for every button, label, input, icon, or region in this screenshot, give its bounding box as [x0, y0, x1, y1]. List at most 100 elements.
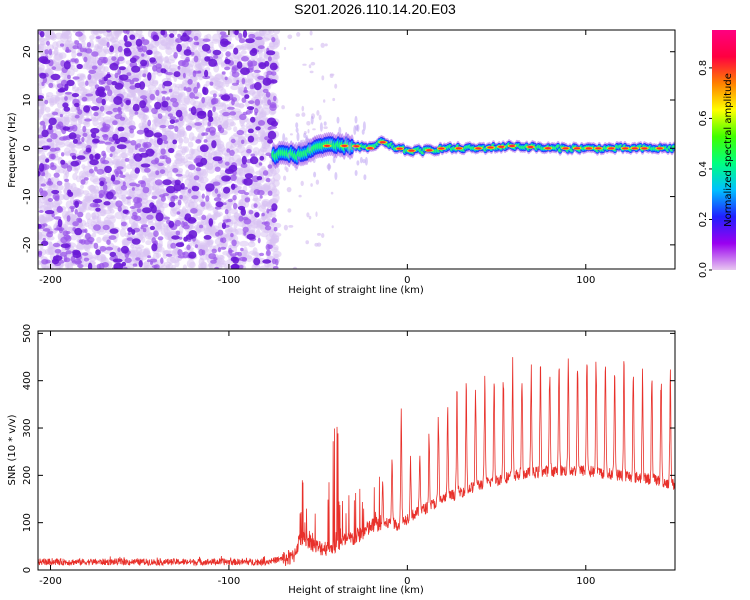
spectrogram-noise-speckle [238, 38, 246, 44]
spectrogram-noise-speckle [195, 211, 203, 216]
spectrogram-noise-speckle [71, 214, 79, 224]
spectrogram-noise-speckle [300, 180, 304, 186]
spectrogram-noise-speckle [85, 212, 92, 220]
spectrogram-noise-speckle [224, 66, 231, 71]
spectrogram-noise-speckle [193, 70, 201, 74]
spectrogram-noise-speckle [183, 221, 188, 227]
spectrogram-trace-hotspot [508, 144, 516, 148]
spectrogram-noise-speckle [267, 168, 277, 177]
spectrogram-noise-speckle [265, 91, 271, 98]
spectrogram-noise-speckle [201, 97, 205, 104]
spectrogram-noise-speckle [320, 42, 325, 48]
spectrogram-noise-speckle [245, 38, 255, 44]
spectrogram-noise-speckle [140, 59, 148, 67]
spectrogram-noise-speckle [222, 219, 229, 223]
spectrogram-noise-speckle [115, 170, 119, 178]
spectrogram-noise-speckle [46, 40, 50, 46]
spectrogram-noise-speckle [159, 118, 166, 127]
spectrogram-noise-speckle [243, 249, 248, 255]
spectrogram-noise-speckle [104, 85, 111, 91]
spectrogram-noise-speckle [117, 119, 127, 126]
spectrogram-noise-speckle [141, 120, 148, 130]
spectrogram-noise-speckle [155, 170, 160, 176]
spectrogram-noise-speckle [146, 259, 151, 263]
spectrogram-noise-speckle [42, 228, 51, 232]
spectrogram-noise-speckle [175, 109, 183, 118]
spectrogram-noise-speckle [261, 97, 268, 104]
spectrogram-noise-speckle [169, 119, 175, 124]
spectrogram-noise-speckle [221, 175, 232, 182]
spectrogram-noise-speckle [321, 75, 325, 81]
spectrogram-noise-speckle [117, 69, 122, 75]
spectrogram-noise-speckle [81, 164, 86, 170]
spectrogram-noise-speckle [267, 130, 277, 140]
spectrogram-noise-speckle [201, 249, 206, 256]
spectrogram-noise-speckle [128, 110, 136, 117]
spectrogram-noise-speckle [197, 175, 205, 184]
spectrogram-noise-speckle [112, 180, 121, 185]
spectrogram-noise-speckle [288, 225, 294, 228]
spectrogram-noise-speckle [220, 38, 229, 47]
spectrogram-noise-speckle [105, 246, 114, 251]
spectrogram-noise-speckle [117, 206, 122, 212]
spectrogram-noise-speckle [163, 140, 169, 144]
spectrogram-noise-speckle [191, 136, 198, 141]
spectrogram-noise-speckle [90, 127, 100, 134]
spectrogram-noise-speckle [177, 120, 185, 126]
spectrogram-noise-speckle [127, 231, 131, 236]
spectrogram-noise-speckle [213, 54, 219, 59]
spectrogram-noise-speckle [126, 201, 132, 206]
spectrogram-noise-speckle [96, 253, 107, 262]
spectrogram-noise-speckle [224, 76, 228, 81]
spectrogram-noise-speckle [271, 218, 278, 223]
spectrogram-noise-speckle [70, 106, 76, 113]
spectrogram-noise-speckle [222, 111, 231, 117]
spectrogram-noise-speckle [165, 157, 172, 164]
spectrogram-noise-speckle [67, 191, 74, 197]
spectrogram-noise-speckle [259, 195, 263, 199]
spectrogram-trace-leak [313, 171, 317, 178]
spectrogram-y-tick-label: -20 [22, 237, 33, 253]
spectrogram-noise-speckle [131, 65, 141, 73]
spectrogram-noise-speckle [315, 179, 320, 185]
spectrogram-noise-speckle [131, 214, 139, 220]
spectrogram-noise-speckle [255, 229, 261, 239]
spectrogram-trace-leak [356, 124, 360, 132]
spectrogram-noise-speckle [74, 227, 83, 236]
spectrogram-noise-speckle [59, 87, 66, 93]
spectrogram-noise-speckle [269, 102, 277, 109]
spectrogram-noise-speckle [246, 148, 252, 154]
spectrogram-noise-speckle [208, 218, 214, 227]
spectrogram-noise-speckle [95, 153, 100, 160]
spectrogram-noise-speckle [309, 47, 314, 51]
spectrogram-trace-leak [359, 156, 363, 164]
spectrogram-noise-speckle [131, 238, 141, 245]
spectrogram-noise-speckle [122, 209, 129, 214]
colorbar-title: Normalized spectral amplitude [723, 73, 734, 227]
spectrogram-noise-speckle [146, 214, 154, 220]
spectrogram-noise-speckle [45, 158, 50, 163]
spectrogram-noise-speckle [80, 184, 84, 189]
spectrogram-noise-speckle [185, 87, 192, 93]
spectrogram-noise-speckle [179, 194, 183, 200]
spectrogram-noise-speckle [81, 199, 88, 207]
spectrogram-trace-leak [295, 122, 299, 129]
spectrogram-noise-speckle [149, 225, 155, 231]
spectrogram-noise-speckle [190, 106, 197, 116]
spectrogram-noise-speckle [173, 52, 178, 59]
spectrogram-noise-speckle [156, 94, 163, 103]
spectrogram-noise-speckle [194, 244, 199, 249]
spectrogram-noise-speckle [251, 72, 259, 78]
spectrogram-x-tick-label: -200 [39, 275, 62, 286]
spectrogram-noise-speckle [193, 96, 199, 100]
spectrogram-trace-leak [354, 115, 358, 124]
spectrogram-noise-speckle [140, 95, 148, 100]
spectrogram-noise-speckle [267, 164, 273, 169]
spectrogram-noise-speckle [52, 255, 63, 261]
spectrogram-noise-speckle [153, 50, 160, 55]
spectrogram-noise-speckle [194, 122, 203, 126]
spectrogram-noise-speckle [89, 240, 93, 245]
spectrogram-noise-speckle [44, 49, 50, 55]
spectrogram-noise-speckle [103, 201, 111, 206]
spectrogram-y-tick-label: 10 [22, 94, 33, 107]
